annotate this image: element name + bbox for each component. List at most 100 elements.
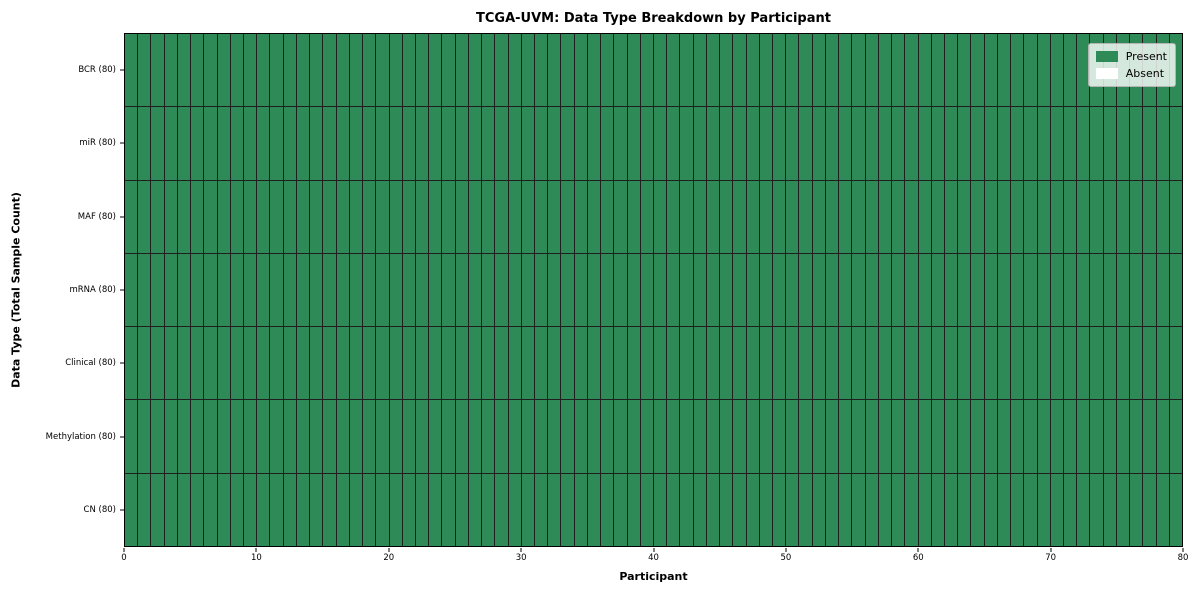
heatmap-cell — [151, 34, 164, 107]
heatmap-cell — [614, 253, 627, 327]
heatmap-cell — [534, 34, 548, 107]
heatmap-cell — [905, 34, 918, 107]
heatmap-cell — [944, 400, 958, 473]
heatmap-cell — [389, 400, 402, 473]
heatmap-cell — [177, 473, 191, 546]
heatmap-cell — [1077, 400, 1090, 473]
heatmap-cell — [1103, 253, 1116, 327]
heatmap-cell — [495, 34, 508, 107]
heatmap-cell — [1169, 253, 1182, 327]
heatmap-cell — [534, 180, 548, 253]
heatmap-cell — [918, 473, 931, 546]
heatmap-cell — [177, 327, 191, 400]
heatmap-cell — [759, 253, 773, 327]
heatmap-cell — [323, 34, 336, 107]
heatmap-cell — [601, 180, 614, 253]
heatmap-cell — [654, 107, 667, 180]
heatmap-cell — [706, 107, 720, 180]
heatmap-cell — [654, 34, 667, 107]
heatmap-cell — [230, 473, 244, 546]
heatmap-cell — [984, 473, 997, 546]
heatmap-cell — [429, 253, 442, 327]
heatmap-cell — [759, 107, 773, 180]
heatmap-cell — [693, 180, 706, 253]
heatmap-cell — [706, 473, 720, 546]
heatmap-cell — [191, 107, 204, 180]
heatmap-cell — [799, 34, 812, 107]
heatmap-cell — [164, 180, 177, 253]
heatmap-cell — [402, 180, 415, 253]
heatmap-cell — [759, 473, 773, 546]
heatmap-cell — [759, 34, 773, 107]
heatmap-cell — [270, 400, 283, 473]
heatmap-cell — [1037, 473, 1050, 546]
heatmap-cell — [376, 400, 389, 473]
heatmap-cell — [601, 400, 614, 473]
heatmap-cell — [627, 107, 640, 180]
x-axis-ticks: 0 10 20 30 40 50 60 70 80 — [121, 548, 1188, 568]
heatmap-cell — [1143, 327, 1156, 400]
heatmap-cell — [1050, 34, 1063, 107]
heatmap-cell — [1024, 180, 1037, 253]
heatmap-cell — [363, 34, 376, 107]
heatmap-cell — [746, 34, 759, 107]
heatmap-cell — [971, 34, 984, 107]
heatmap-cell — [482, 253, 495, 327]
heatmap-cell — [1116, 180, 1130, 253]
heatmap-cell — [204, 180, 217, 253]
heatmap-cell — [561, 34, 574, 107]
heatmap-cell — [892, 400, 905, 473]
heatmap-cell — [865, 34, 878, 107]
heatmap-cell — [1103, 400, 1116, 473]
heatmap-cell — [786, 253, 799, 327]
heatmap-cell — [204, 34, 217, 107]
heatmap-cell — [151, 327, 164, 400]
heatmap-cell — [257, 400, 270, 473]
heatmap-cell — [402, 253, 415, 327]
heatmap-cell — [442, 327, 455, 400]
x-axis-label: Participant — [619, 570, 688, 583]
heatmap-cell — [283, 327, 296, 400]
heatmap-cell — [693, 107, 706, 180]
heatmap-cell — [138, 34, 151, 107]
heatmap-cell — [812, 327, 825, 400]
heatmap-cell — [217, 400, 230, 473]
heatmap-cell — [905, 327, 918, 400]
heatmap-cell — [270, 107, 283, 180]
heatmap-cell — [958, 253, 971, 327]
heatmap-cell — [1143, 473, 1156, 546]
heatmap-cell — [442, 34, 455, 107]
heatmap-cell — [614, 473, 627, 546]
heatmap-cell — [482, 34, 495, 107]
y-tick-mark — [120, 142, 124, 144]
heatmap-cell — [799, 473, 812, 546]
heatmap-cell — [1050, 473, 1063, 546]
heatmap-cell — [468, 253, 482, 327]
heatmap-cell — [296, 400, 310, 473]
heatmap-cell — [244, 107, 257, 180]
heatmap-cell — [376, 253, 389, 327]
heatmap-cell — [521, 107, 534, 180]
heatmap-cell — [918, 400, 931, 473]
heatmap-cell — [164, 107, 177, 180]
heatmap-cell — [561, 107, 574, 180]
heatmap-cell — [455, 473, 468, 546]
heatmap-cell — [614, 400, 627, 473]
heatmap-cell — [508, 107, 521, 180]
heatmap-cell — [693, 400, 706, 473]
heatmap-cell — [878, 180, 892, 253]
heatmap-cell — [125, 327, 138, 400]
heatmap-cell — [151, 107, 164, 180]
y-tick-mark — [120, 289, 124, 291]
heatmap-cell — [654, 180, 667, 253]
heatmap-cell — [680, 253, 693, 327]
heatmap-cell — [270, 327, 283, 400]
heatmap-cell — [812, 400, 825, 473]
heatmap-cell — [191, 180, 204, 253]
heatmap-cell — [1130, 327, 1143, 400]
heatmap-cell — [971, 180, 984, 253]
heatmap-cell — [363, 107, 376, 180]
heatmap-cell — [839, 180, 852, 253]
heatmap-cell — [878, 400, 892, 473]
heatmap-cell — [1024, 107, 1037, 180]
